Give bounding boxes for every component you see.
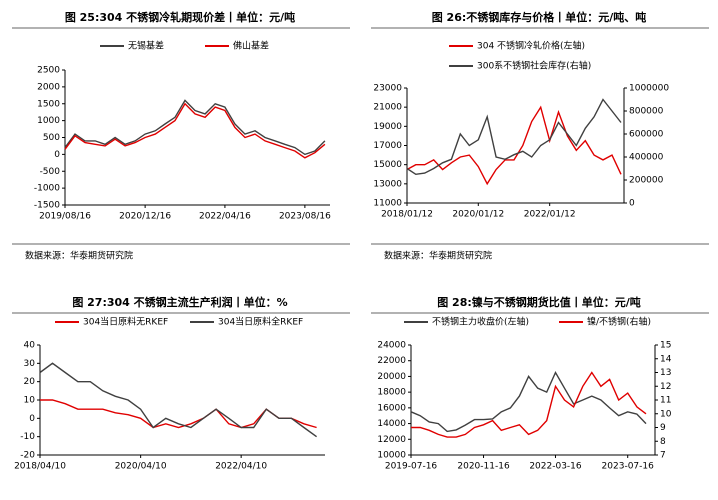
legend-label: 无锡基差 (128, 40, 164, 52)
series-line (410, 370, 647, 433)
y-tick-label: 14000 (377, 419, 406, 429)
y-tick-label: 16000 (377, 403, 406, 413)
y-tick-label: 24000 (377, 341, 406, 351)
legend-label: 304当日原料无RKEF (83, 316, 168, 328)
y2-tick-label: 8 (660, 437, 666, 447)
source: 数据来源：华泰期货研究院 (384, 250, 492, 262)
y-tick-label: 23000 (373, 84, 402, 94)
y-tick-label: 0 (54, 150, 60, 160)
legend-label: 304当日原料全RKEF (218, 316, 303, 328)
y2-tick-label: 14 (660, 354, 672, 364)
series-line (406, 105, 622, 186)
x-tick-label: 2022/04/10 (215, 462, 267, 472)
series-line (411, 371, 647, 438)
y-tick-label: 22000 (377, 356, 406, 366)
legend-label: 304 不锈钢冷轧价格(左轴) (477, 40, 585, 52)
x-tick-label: 2022/01/12 (524, 210, 576, 220)
y-tick-label: 11000 (373, 199, 402, 209)
y-tick-label: 10000 (377, 451, 406, 461)
chart-title: 图 27:304 不锈钢主流生产利润丨单位：% (72, 295, 287, 309)
y2-tick-label: 600000 (629, 130, 664, 140)
legend-label: 佛山基差 (233, 40, 269, 52)
y-tick-label: 20 (24, 377, 36, 387)
x-tick-label: 2020/12/16 (119, 212, 171, 222)
y-tick-label: 500 (43, 133, 60, 143)
x-tick-label: 2018/01/12 (381, 210, 433, 220)
legend-label: 镍/不锈钢(右轴) (587, 316, 651, 328)
y-tick-label: 1000 (37, 116, 60, 126)
x-tick-label: 2020/04/10 (115, 462, 167, 472)
series-line (64, 102, 326, 159)
y-tick-label: 2500 (37, 66, 60, 76)
y2-tick-label: 7 (660, 451, 666, 461)
y2-tick-label: 13 (660, 368, 671, 378)
y-tick-label: 12000 (377, 435, 406, 445)
y-tick-label: 15000 (373, 160, 402, 170)
legend-label: 300系不锈钢社会库存(右轴) (477, 60, 591, 72)
chart-title: 图 25:304 不锈钢冷轧期现价差丨单位：元/吨 (65, 10, 295, 24)
series-line (64, 99, 326, 156)
y-tick-label: 17000 (373, 141, 402, 151)
source: 数据来源：华泰期货研究院 (25, 250, 133, 262)
y-tick-label: -20 (20, 451, 35, 461)
y2-tick-label: 12 (660, 382, 671, 392)
y2-tick-label: 200000 (629, 176, 664, 186)
x-tick-label: 2018/04/10 (14, 462, 66, 472)
y-tick-label: -500 (40, 167, 61, 177)
y-tick-label: -10 (20, 432, 35, 442)
y2-tick-label: 15 (660, 341, 671, 351)
y-tick-label: 20000 (377, 372, 406, 382)
x-tick-label: 2022/04/16 (199, 212, 251, 222)
series-line (39, 362, 318, 438)
x-tick-label: 2023-07-16 (602, 462, 655, 472)
x-tick-label: 2023/08/16 (279, 212, 331, 222)
y-tick-label: 0 (29, 414, 35, 424)
y2-tick-label: 0 (629, 199, 635, 209)
x-tick-label: 2022-03-16 (529, 462, 582, 472)
y2-tick-label: 800000 (629, 107, 664, 117)
y-tick-label: 10 (24, 396, 36, 406)
y-tick-label: -1000 (34, 184, 60, 194)
chart-title: 图 28:镍与不锈钢期货比值丨单位：元/吨 (437, 295, 641, 309)
y-tick-label: 21000 (373, 103, 402, 113)
legend-label: 不锈钢主力收盘价(左轴) (432, 316, 529, 328)
y2-tick-label: 10 (660, 409, 672, 419)
y-tick-label: 2000 (37, 82, 60, 92)
x-tick-label: 2020/01/12 (452, 210, 504, 220)
series-line (406, 98, 622, 176)
x-tick-label: 2020-11-16 (457, 462, 510, 472)
y-tick-label: -1500 (34, 201, 60, 211)
y2-tick-label: 11 (660, 396, 671, 406)
y-tick-label: 13000 (373, 179, 402, 189)
y-tick-label: 40 (24, 341, 36, 351)
y2-tick-label: 400000 (629, 153, 664, 163)
chart-title: 图 26:不锈钢库存与价格丨单位：元/吨、吨 (432, 10, 647, 24)
y2-tick-label: 9 (660, 423, 666, 433)
y-tick-label: 18000 (377, 388, 406, 398)
x-tick-label: 2019/08/16 (39, 212, 91, 222)
y2-tick-label: 1000000 (629, 84, 669, 94)
x-tick-label: 2019-07-16 (385, 462, 438, 472)
y-tick-label: 1500 (37, 99, 60, 109)
y-tick-label: 19000 (373, 122, 402, 132)
y-tick-label: 30 (24, 359, 36, 369)
